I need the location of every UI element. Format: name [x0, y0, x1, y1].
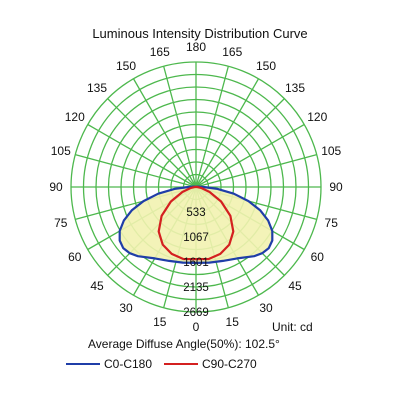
angle-label-left: 45: [90, 279, 104, 293]
angle-label-right: 45: [288, 279, 302, 293]
angle-label-left: 75: [54, 216, 68, 230]
legend-item-c0-c180: C0-C180: [66, 357, 152, 371]
angle-label-left: 150: [116, 59, 136, 73]
angle-label-left: 105: [51, 144, 71, 158]
chart-title: Luminous Intensity Distribution Curve: [92, 26, 308, 41]
grid-spoke: [132, 78, 197, 188]
radial-tick-label: 1067: [183, 232, 209, 244]
legend-item-c90-c270: C90-C270: [164, 357, 257, 371]
legend-swatch-c90-c270: [164, 363, 198, 365]
grid-spoke: [163, 66, 197, 188]
angle-label-left: 120: [65, 110, 85, 124]
grid-spoke: [107, 98, 197, 188]
angle-label-left: 135: [87, 81, 107, 95]
angle-label-right: 15: [226, 315, 240, 329]
grid-spoke: [195, 78, 260, 188]
angle-label-right: 60: [311, 250, 325, 264]
radial-tick-label: 1601: [183, 257, 209, 269]
angle-label-left: 90: [49, 180, 63, 194]
angle-label-left: 165: [150, 45, 170, 59]
angle-label-right: 120: [307, 110, 327, 124]
radial-tick-label: 2135: [183, 282, 209, 294]
grid-spoke: [87, 123, 197, 188]
angle-label-left: 15: [153, 315, 167, 329]
angle-label-left: 60: [68, 250, 82, 264]
angle-label-top: 180: [186, 40, 206, 54]
angle-label-bottom: 0: [193, 320, 200, 334]
radial-tick-label: 2669: [183, 307, 209, 319]
angle-label-left: 30: [119, 301, 133, 315]
series-c90-c270-curve: [157, 185, 235, 261]
angle-label-right: 105: [321, 144, 341, 158]
legend-swatch-c0-c180: [66, 363, 100, 365]
angle-label-right: 135: [285, 81, 305, 95]
grid-spoke: [195, 154, 317, 188]
unit-label: Unit: cd: [272, 320, 313, 334]
distribution-fill: [119, 186, 273, 263]
grid-spoke: [75, 154, 197, 188]
diffuse-angle-label: Average Diffuse Angle(50%): 102.5°: [88, 337, 280, 351]
grid-spoke: [195, 123, 305, 188]
grid-spoke: [195, 98, 285, 188]
angle-label-right: 165: [222, 45, 242, 59]
angle-label-right: 150: [256, 59, 276, 73]
radial-tick-label: 533: [186, 207, 205, 219]
legend: C0-C180 C90-C270: [0, 357, 400, 377]
angle-label-right: 90: [329, 180, 343, 194]
angle-label-right: 30: [259, 301, 273, 315]
legend-label-c90-c270: C90-C270: [202, 357, 257, 371]
legend-label-c0-c180: C0-C180: [104, 357, 153, 371]
angle-label-right: 75: [325, 216, 339, 230]
grid-spoke: [195, 66, 229, 188]
